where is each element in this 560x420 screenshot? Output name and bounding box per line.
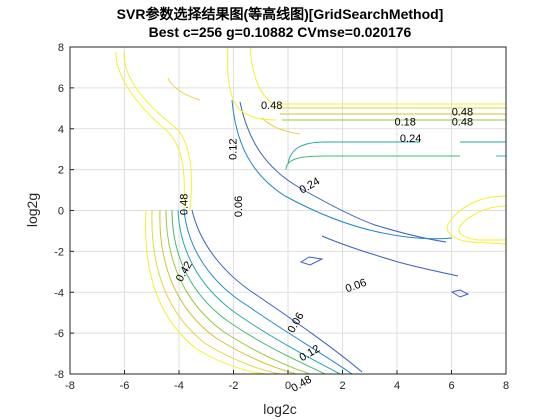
contour-line-0.06: [450, 289, 470, 298]
contour-line-0.48: [249, 47, 506, 105]
contour-line-0.06: [321, 235, 459, 277]
contour-line-0.06: [191, 209, 363, 373]
contour-label: 0.06: [233, 196, 245, 217]
y-tick-label: 2: [58, 165, 64, 177]
y-tick-label: 4: [58, 124, 64, 136]
x-tick-label: 6: [448, 380, 454, 392]
contour-line-0.12: [231, 99, 453, 240]
x-tick-label: -4: [174, 380, 184, 392]
contour-label: 0.12: [227, 138, 239, 159]
contour-line-0.18: [287, 141, 420, 165]
x-axis-label: log2c: [263, 401, 297, 417]
contour-line-0.48: [123, 51, 192, 211]
y-tick-label: -2: [54, 246, 64, 258]
chart-subtitle: Best c=256 g=0.10882 CVmse=0.020176: [148, 24, 412, 40]
x-tick-label: 2: [339, 380, 345, 392]
y-tick-label: 0: [58, 206, 64, 218]
axis-ticks: -8 -6 -4 -2 0 2 4 6 8 -8 -6 -4 -2 0 2 4 6 8: [54, 42, 509, 392]
contour-line-0.48: [115, 51, 185, 211]
contour-line-0.30: [165, 209, 311, 374]
contour-line-0.48: [446, 195, 506, 245]
y-tick-label: 8: [58, 42, 64, 54]
contour-line-0.48: [145, 209, 267, 374]
x-tick-label: 8: [503, 380, 509, 392]
x-tick-label: -2: [229, 380, 239, 392]
x-tick-label: 0: [285, 380, 291, 392]
y-tick-label: -4: [54, 287, 64, 299]
contour-label: 0.48: [289, 374, 314, 395]
contour-label: 0.18: [394, 117, 415, 129]
contour-line-0.42: [151, 209, 281, 374]
contour-line-0.48: [167, 77, 201, 101]
contour-line-0.24: [285, 155, 460, 171]
contour-line-0.06: [239, 101, 447, 243]
x-tick-label: -6: [120, 380, 130, 392]
y-tick-label: 6: [58, 83, 64, 95]
contour-label: 0.48: [452, 117, 473, 129]
contour-label: 0.24: [400, 133, 421, 145]
contour-line-0.24: [171, 209, 326, 374]
contour-line-0.18: [177, 209, 341, 374]
x-tick-label: -8: [65, 380, 75, 392]
contour-label: 0.48: [178, 194, 190, 215]
contour-label: 0.48: [261, 100, 282, 112]
contour-line-0.06: [299, 256, 324, 266]
x-tick-label: 4: [394, 380, 400, 392]
contour-line-0.48: [261, 117, 301, 135]
y-tick-label: -6: [54, 328, 64, 340]
y-tick-label: -8: [54, 369, 64, 381]
contour-lines: [115, 47, 506, 374]
contour-label: 0.48: [452, 106, 473, 118]
contour-line-0.48: [458, 205, 506, 241]
chart-title: SVR参数选择结果图(等高线图)[GridSearchMethod]: [116, 6, 444, 22]
contour-line-0.12: [183, 209, 353, 374]
contour-line-0.36: [159, 209, 297, 374]
